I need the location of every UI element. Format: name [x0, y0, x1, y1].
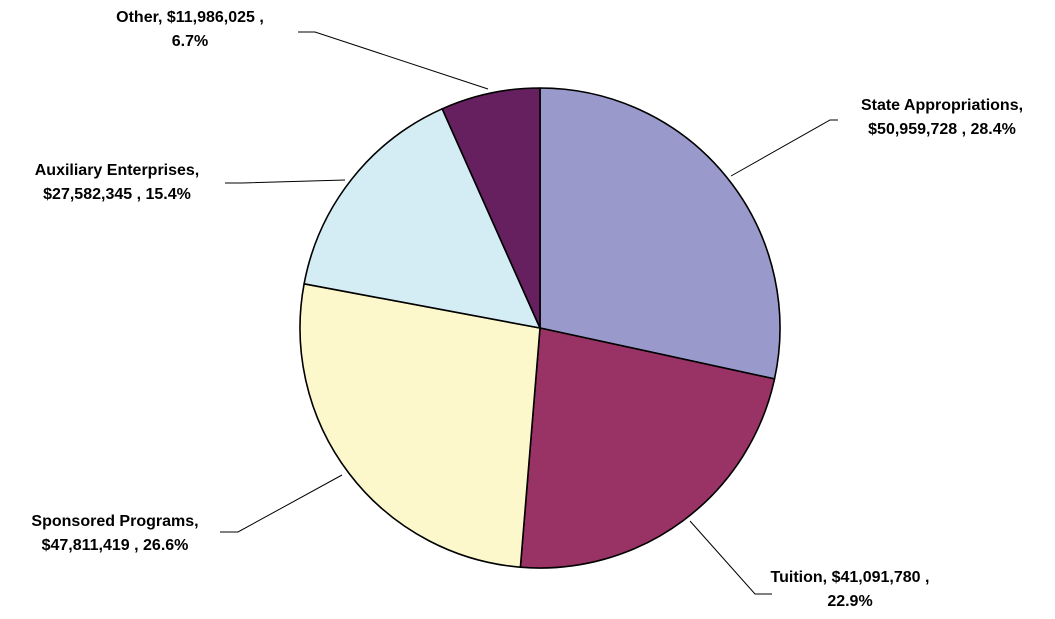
slice-label-line: Other, $11,986,025 , — [116, 9, 264, 26]
pie-slice-state-appropriations — [539, 87, 781, 380]
slice-label-line: State Appropriations, — [861, 97, 1023, 114]
slice-labels: State Appropriations, $50,959,728 , 28.4%… — [31, 9, 1023, 610]
leader-lines — [220, 31, 838, 595]
slice-label-line: $50,959,728 , 28.4% — [868, 121, 1016, 138]
pie-slice-tuition — [519, 327, 776, 569]
leader-line-other — [298, 31, 489, 90]
slice-label-line: 22.9% — [827, 593, 872, 610]
leader-line-sponsored-programs — [220, 474, 343, 533]
leader-line-auxiliary-enterprises — [225, 179, 346, 184]
slice-label-other: Other, $11,986,025 , 6.7% — [116, 9, 264, 50]
pie-slice-sponsored-programs — [299, 283, 541, 568]
leader-line-tuition — [689, 520, 772, 595]
leader-line-state-appropriations — [730, 119, 838, 177]
slice-label-line: $47,811,419 , 26.6% — [42, 537, 189, 554]
slice-label-line: Tuition, $41,091,780 , — [771, 569, 930, 586]
slice-label-line: Auxiliary Enterprises, — [35, 162, 200, 179]
slice-label-sponsored-programs: Sponsored Programs, $47,811,419 , 26.6% — [31, 513, 198, 554]
pie-slice-auxiliary-enterprises — [303, 108, 541, 329]
slice-label-state-appropriations: State Appropriations, $50,959,728 , 28.4% — [861, 97, 1023, 138]
slice-label-tuition: Tuition, $41,091,780 , 22.9% — [771, 569, 930, 610]
slice-label-auxiliary-enterprises: Auxiliary Enterprises, $27,582,345 , 15.4… — [35, 162, 200, 203]
slice-label-line: 6.7% — [172, 33, 208, 50]
slice-label-line: Sponsored Programs, — [31, 513, 198, 530]
pie-slice-other — [441, 87, 541, 329]
pie-slices — [299, 87, 781, 569]
slice-label-line: $27,582,345 , 15.4% — [43, 186, 191, 203]
